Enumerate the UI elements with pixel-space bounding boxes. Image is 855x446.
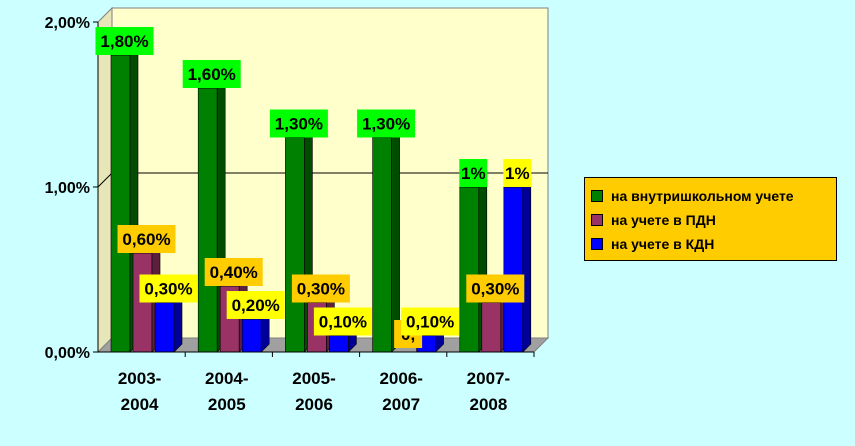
data-label: 0,60% — [117, 225, 176, 253]
svg-text:0,40%: 0,40% — [210, 263, 258, 282]
legend-item-vnutrishkolnyi: на внутришкольном учете — [591, 184, 836, 208]
data-label: 0,30% — [466, 274, 525, 303]
legend-item-pdn: на учете в ПДН — [591, 208, 836, 232]
y-tick-label: 1,00% — [45, 180, 90, 197]
x-tick-label: 2003-2004 — [118, 369, 161, 414]
legend: на внутришкольном учете на учете в ПДН н… — [584, 177, 837, 261]
svg-text:0,30%: 0,30% — [297, 280, 345, 299]
y-tick-label: 2,00% — [45, 15, 90, 32]
data-label: 0,30% — [291, 274, 350, 303]
x-tick-label: 2005-2006 — [292, 369, 335, 414]
data-label: 1% — [459, 159, 488, 187]
svg-text:1,30%: 1,30% — [275, 115, 323, 134]
svg-text:1%: 1% — [461, 164, 486, 183]
svg-text:0,10%: 0,10% — [406, 313, 454, 332]
x-tick-label: 2007-2008 — [467, 369, 510, 414]
legend-item-kdn: на учете в КДН — [591, 232, 836, 256]
data-label: 0,10% — [401, 307, 460, 336]
svg-text:0,60%: 0,60% — [122, 230, 170, 249]
legend-swatch — [591, 238, 603, 250]
legend-swatch — [591, 214, 603, 226]
axes: 0,00% 1,00% 2,00% 2003-2004 2004-2005 2005-20… — [45, 15, 535, 414]
legend-label: на учете в КДН — [611, 236, 715, 252]
svg-text:1,80%: 1,80% — [100, 32, 148, 51]
legend-label: на внутришкольном учете — [611, 188, 794, 204]
data-label: 1,80% — [95, 27, 154, 55]
data-label: 0,10% — [313, 307, 372, 336]
svg-text:1%: 1% — [505, 164, 530, 183]
legend-swatch — [591, 190, 603, 202]
svg-text:0,30%: 0,30% — [471, 280, 519, 299]
bar — [371, 128, 401, 353]
y-tick-label: 0,00% — [45, 345, 90, 362]
bar — [154, 293, 183, 353]
data-label: 1,60% — [182, 60, 241, 88]
svg-text:0,30%: 0,30% — [144, 280, 192, 299]
data-label: 1,30% — [269, 109, 328, 138]
svg-text:1,60%: 1,60% — [188, 65, 236, 84]
x-tick-label: 2004-2005 — [205, 369, 248, 414]
bar — [503, 178, 532, 353]
x-tick-label: 2006-2007 — [379, 369, 422, 414]
data-label: 1,30% — [357, 109, 416, 138]
legend-label: на учете в ПДН — [611, 212, 716, 228]
data-label: 1% — [503, 159, 532, 187]
data-label: 0,30% — [139, 274, 198, 303]
data-label: 0,20% — [226, 291, 285, 319]
svg-text:1,30%: 1,30% — [362, 115, 410, 134]
data-labels: 1,80%1,60%1,30%1,30%1%0,60%0,40%0,30%0,0… — [95, 27, 532, 348]
data-label: 0,40% — [204, 258, 263, 286]
svg-text:0,20%: 0,20% — [232, 296, 280, 315]
svg-text:0,10%: 0,10% — [319, 313, 367, 332]
